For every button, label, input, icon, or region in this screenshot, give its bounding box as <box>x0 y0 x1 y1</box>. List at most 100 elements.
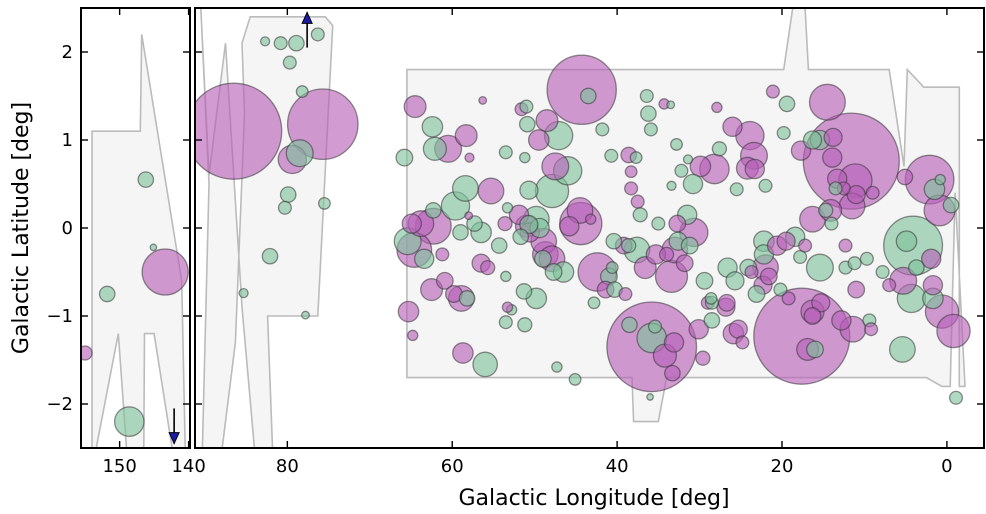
data-point-green <box>640 105 657 122</box>
data-point-purple <box>728 319 748 339</box>
data-point-purple <box>546 54 617 126</box>
data-point-purple <box>141 248 189 296</box>
data-point-purple <box>452 342 474 364</box>
y-tick-label: −1 <box>46 306 73 327</box>
data-point-purple <box>695 350 711 366</box>
data-point-green <box>451 174 479 202</box>
tick-labels: 150 140 2 1 0 −1 −2 80 60 40 20 0 <box>46 42 952 477</box>
chart-frames <box>80 7 985 449</box>
data-point-purple <box>195 82 283 180</box>
data-point-green <box>301 310 310 320</box>
data-point-green <box>413 248 435 270</box>
data-point-purple <box>735 335 750 350</box>
data-point-purple <box>664 364 681 382</box>
data-point-green <box>515 283 533 300</box>
data-point-purple <box>920 248 942 270</box>
data-point-purple <box>776 231 796 251</box>
data-point-green <box>395 148 414 167</box>
data-point-green <box>773 282 788 297</box>
data-point-green <box>621 316 638 334</box>
data-point-green <box>466 215 483 232</box>
data-point-green <box>501 202 514 214</box>
data-point-purple <box>464 152 475 163</box>
data-point-purple <box>668 214 687 233</box>
data-point-purple <box>501 301 514 313</box>
data-point-green <box>518 115 536 133</box>
data-point-green <box>98 285 116 303</box>
data-point-purple <box>624 165 638 179</box>
data-point-green <box>934 173 947 186</box>
data-point-green <box>729 182 744 197</box>
data-point-green <box>519 99 534 114</box>
data-point-green <box>806 340 824 359</box>
data-point-purple <box>753 287 851 385</box>
data-point-purple <box>811 293 831 313</box>
data-point-green <box>747 285 766 303</box>
data-point-green <box>424 202 442 219</box>
data-point-green <box>670 137 683 151</box>
data-point-green <box>818 202 834 219</box>
data-point-green <box>317 196 331 210</box>
data-point-purple <box>765 84 780 99</box>
x-tick-label: 40 <box>606 456 629 477</box>
data-point-green <box>113 406 145 437</box>
data-point-green <box>666 100 676 110</box>
data-point-green <box>519 180 539 200</box>
data-point-green <box>695 271 714 290</box>
data-point-purple <box>658 246 675 263</box>
y-tick-label: −2 <box>46 394 73 415</box>
data-point-green <box>498 145 513 160</box>
data-point-green <box>802 130 823 150</box>
data-point-purple <box>803 307 822 325</box>
y-tick-label: 2 <box>62 42 73 63</box>
data-point-green <box>948 390 964 405</box>
data-point-green <box>776 125 791 141</box>
x-tick-label: 140 <box>171 456 205 477</box>
y-tick-label: 0 <box>62 218 73 239</box>
chart-panel-right <box>195 8 971 448</box>
data-point-purple <box>477 177 505 205</box>
x-tick-label: 60 <box>441 456 464 477</box>
data-point-purple <box>865 185 880 200</box>
y-axis-label: Galactic Latitude [deg] <box>9 102 34 354</box>
data-point-green <box>639 88 654 104</box>
data-point-purple <box>882 278 897 293</box>
data-point-purple <box>722 116 743 138</box>
data-point-green <box>452 224 469 241</box>
data-point-purple <box>497 215 513 232</box>
data-point-green <box>604 148 619 163</box>
limit-arrow-head <box>301 11 313 24</box>
data-point-green <box>533 249 552 268</box>
data-point-purple <box>541 152 570 181</box>
data-point-green <box>498 315 513 330</box>
data-point-green <box>682 154 694 165</box>
data-point-green <box>517 317 533 333</box>
data-point-green <box>643 122 658 137</box>
data-point-purple <box>838 238 853 253</box>
data-point-green <box>828 181 843 196</box>
data-point-purple <box>401 213 423 234</box>
data-point-green <box>472 351 499 378</box>
data-point-green <box>279 186 297 203</box>
data-point-green <box>568 372 582 386</box>
data-point-purple <box>624 181 639 196</box>
data-point-green <box>942 196 960 214</box>
data-point-green <box>908 259 925 276</box>
data-point-green <box>238 287 249 299</box>
x-tick-label: 0 <box>941 456 952 477</box>
data-point-green <box>512 228 530 246</box>
data-point-purple <box>480 259 496 276</box>
y-tick-label: 1 <box>62 130 73 151</box>
data-point-purple <box>675 254 694 273</box>
data-point-green <box>273 36 288 51</box>
data-point-green <box>587 296 601 310</box>
data-point-purple <box>744 158 766 180</box>
data-point-purple <box>744 264 759 280</box>
data-point-purple <box>527 129 550 151</box>
data-point-green <box>595 122 610 137</box>
data-point-green <box>778 95 796 113</box>
x-tick-label: 150 <box>102 456 136 477</box>
data-point-purple <box>831 310 852 331</box>
data-point-purple <box>823 127 843 148</box>
